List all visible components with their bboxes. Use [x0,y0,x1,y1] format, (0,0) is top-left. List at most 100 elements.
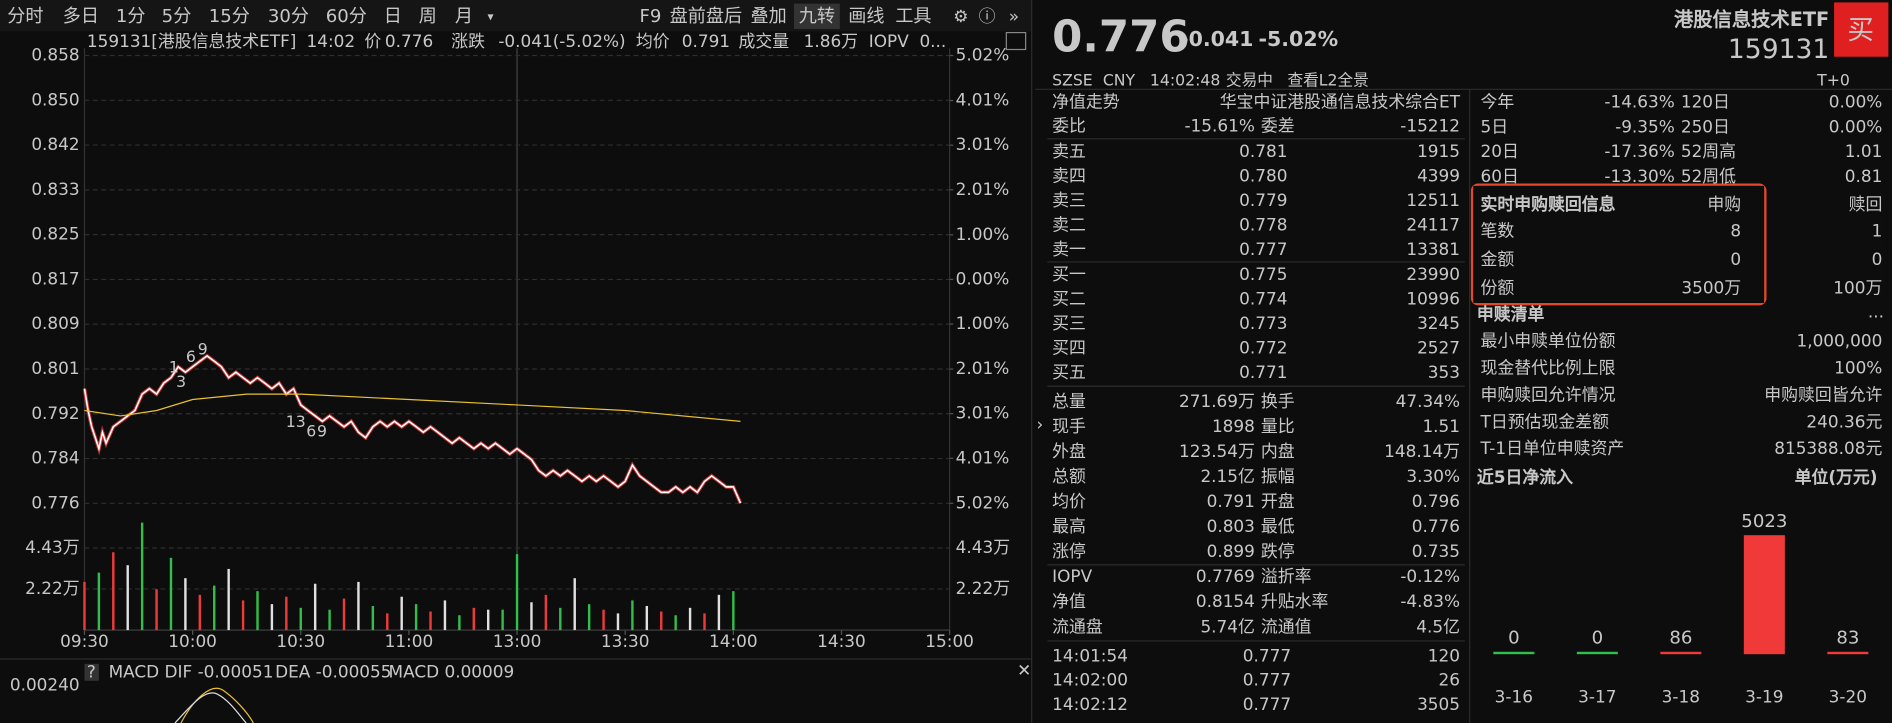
nav-label: 净值走势 [1052,92,1120,112]
nine-turn-label: 6 [306,422,316,441]
book-price: 0.771 [1239,362,1287,382]
label: 涨停 [1052,541,1086,561]
settings-icon[interactable]: ⚙ [953,6,968,26]
toolbar-tab[interactable]: 30分 [268,6,309,27]
y-tick-label: 0.776 [31,492,79,512]
volume-bar [559,607,562,631]
toolbar-tab[interactable]: 多日 [63,6,99,27]
macd-dif: MACD DIF -0.00051 [109,661,274,681]
price-label: 价 [364,31,381,51]
quote-time: 14:02 [306,31,355,51]
value: 1.51 [1422,416,1460,436]
label: 20日 [1481,141,1519,161]
value: -15212 [1400,116,1460,136]
toolbar-tab[interactable]: 周 [419,6,437,27]
col-header: 申购 [1707,194,1741,214]
volume-bar [587,604,591,631]
help-icon[interactable]: ⓘ [979,6,996,26]
fund-code: 159131 [1728,34,1829,65]
value: -15.61% [1184,116,1254,136]
toolbar-bg [0,0,1032,32]
t0: T+0 [1816,70,1850,89]
book-price: 0.780 [1239,166,1287,186]
x-tick-label: 10:00 [168,631,217,651]
volume-bar [631,600,634,631]
label: 120日 [1681,92,1730,112]
label: 份额 [1481,277,1515,297]
value: 5.74亿 [1200,616,1254,636]
label: 52周低 [1681,166,1736,186]
nine-turn-label: 3 [176,372,186,391]
book-price: 0.774 [1239,289,1287,309]
label: 流通值 [1261,616,1312,636]
y-tick-label: 0.784 [31,448,79,468]
book-volume: 10996 [1406,289,1460,309]
toolbar-tab[interactable]: 1分 [116,6,146,27]
collapse-icon[interactable]: » [1009,6,1019,26]
label: 60日 [1481,166,1519,186]
volume-bar [544,594,548,631]
trade-volume: 3505 [1417,694,1460,714]
toolbar-tab[interactable]: 15分 [209,6,250,27]
nine-turn-label: 6 [186,347,196,366]
value: 0.735 [1412,541,1460,561]
volume-bar [443,600,447,631]
book-level: 卖四 [1052,166,1086,186]
toolbar-tab[interactable]: 盘前盘后 [670,6,742,27]
trade-volume: 26 [1439,670,1460,690]
book-level: 买四 [1052,338,1086,358]
trade-volume: 120 [1428,646,1460,666]
book-level: 卖三 [1052,190,1086,210]
section-title: 申赎清单 [1477,304,1545,324]
value: 0 [1730,249,1741,269]
more[interactable]: ... [1868,302,1884,322]
volume-bar [342,598,346,631]
y2-tick-label: 0.00% [956,268,1010,288]
y2-tick-label: 1.00% [956,224,1010,244]
help-box [84,663,99,681]
book-volume: 24117 [1406,215,1460,235]
toolbar-tab[interactable]: 画线 [848,6,884,27]
volume-bar [299,607,302,631]
volume-bar [126,565,129,631]
book-level: 买五 [1052,362,1086,382]
volume-bar [429,611,432,631]
toolbar-tab[interactable]: 九转 [799,6,835,27]
toolbar-tab[interactable]: 月 [455,6,473,27]
toolbar-tab[interactable]: 分时 [7,6,43,27]
buy-button-bg[interactable] [1834,2,1889,57]
toolbar-tab[interactable]: 60分 [326,6,367,27]
value: 申购赎回皆允许 [1764,384,1882,404]
label: 均价 [1052,491,1086,511]
volume-bar [83,581,86,631]
book-level: 买三 [1052,313,1086,333]
label: 净值 [1052,591,1086,611]
l2-link[interactable]: 查看L2全景 [1287,70,1368,89]
toolbar-tab[interactable]: 叠加 [751,6,787,27]
toolbar-tab[interactable]: 工具 [895,6,931,27]
y2-tick-label: 3.01% [956,134,1010,154]
x-tick-label: 3-18 [1662,687,1700,707]
toolbar-tab[interactable]: 日 [384,6,402,27]
toolbar-tab[interactable]: 5分 [162,6,192,27]
wp-icon[interactable] [1005,31,1027,51]
change-label: 涨跌 [451,31,485,51]
book-price: 0.773 [1239,313,1287,333]
volume-bar [732,591,735,631]
book-volume: 353 [1428,362,1460,382]
book-volume: 3245 [1417,313,1460,333]
label: 跌停 [1261,541,1295,561]
book-volume: 4399 [1417,166,1460,186]
label: 振幅 [1261,466,1295,486]
y-tick-label: 0.801 [31,358,79,378]
collapse-arrow[interactable]: › [1036,414,1043,434]
volume-bar [270,604,274,631]
value: 0.8154 [1196,591,1255,611]
buy-button[interactable]: 买 [1847,15,1874,46]
avg: 0.791 [682,31,730,51]
volume-bar [616,613,620,631]
toolbar-tab[interactable]: F9 [640,6,662,27]
trade-price: 0.777 [1243,694,1291,714]
close-icon[interactable]: ✕ [1017,660,1031,680]
dropdown-icon[interactable]: ▾ [487,9,494,23]
